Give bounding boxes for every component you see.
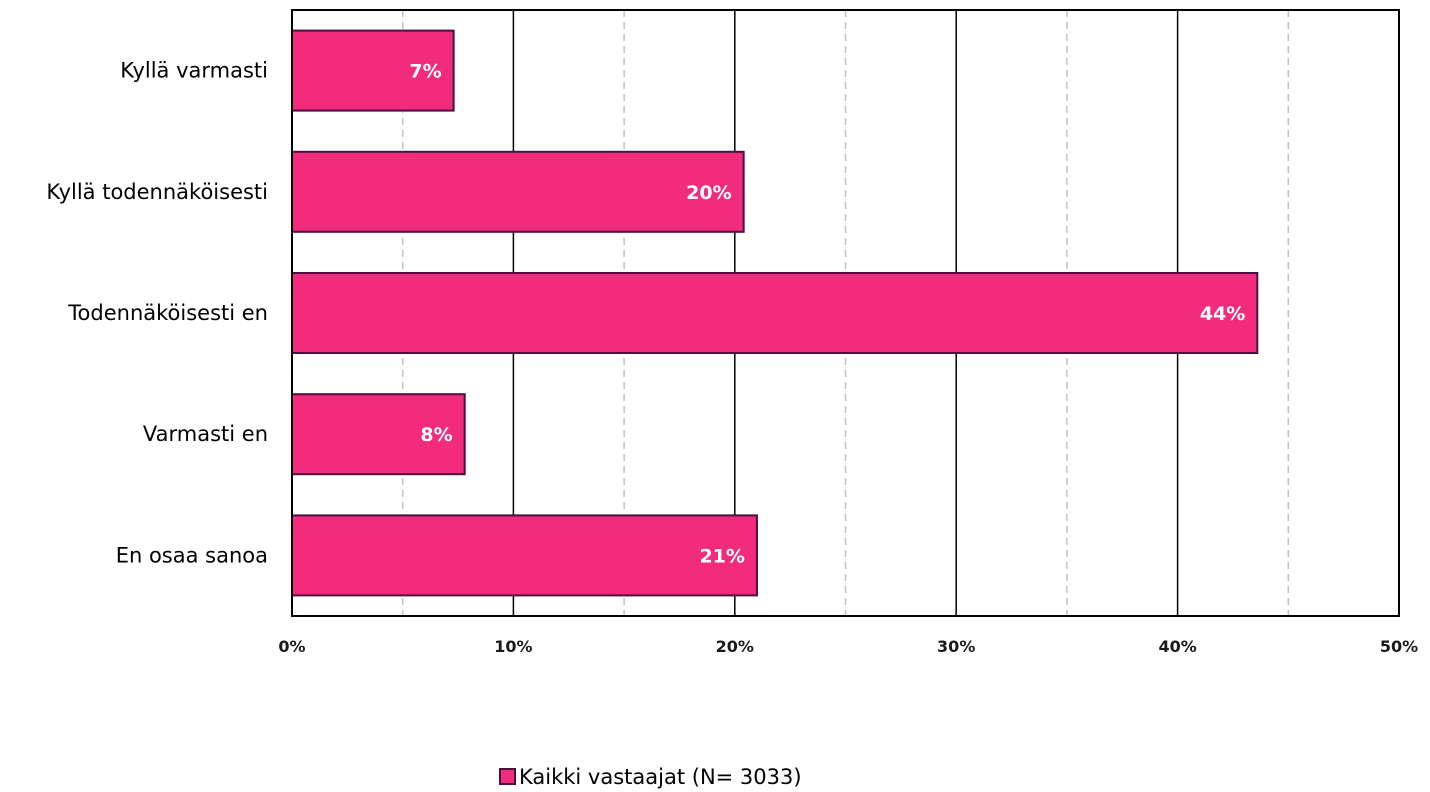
x-tick-label: 20% [716,637,754,656]
category-label: En osaa sanoa [116,543,268,567]
data-label: 21% [699,545,744,567]
x-tick-label: 10% [494,637,532,656]
bar [291,272,1259,354]
data-label: 20% [686,182,731,204]
x-tick-label: 40% [1158,637,1196,656]
category-label: Todennäköisesti en [67,301,268,325]
plot-area-frame [291,9,1400,617]
data-label: 44% [1200,303,1245,325]
bars: 7% 20% 44% 8% 21% [291,29,1259,597]
category-label: Kyllä varmasti [120,59,268,83]
category-labels: Kyllä varmasti Kyllä todennäköisesti Toden… [46,59,268,568]
data-label: 8% [420,424,452,446]
legend-swatch [499,768,516,785]
x-tick-label: 50% [1380,637,1418,656]
data-label: 7% [409,61,441,83]
bar [291,150,745,233]
legend: Kaikki vastaajat (N= 3033) [499,765,802,789]
x-tick-label: 0% [278,637,305,656]
legend-label: Kaikki vastaajat (N= 3033) [519,765,802,789]
x-tick-label: 30% [937,637,975,656]
bar [291,29,455,112]
bar [291,514,758,597]
category-label: Kyllä todennäköisesti [46,180,268,204]
x-axis-tick-labels: 0% 10% 20% 30% 40% 50% [278,637,1418,656]
category-label: Varmasti en [143,422,268,446]
